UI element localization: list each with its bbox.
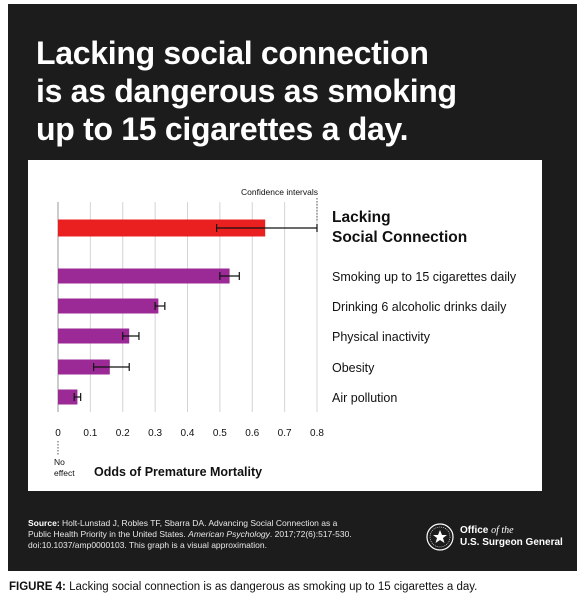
x-tick-label: 0.3 [148,428,162,439]
source-text-3: doi:10.1037/amp0000103. This graph is a … [28,540,267,550]
category-label: Air pollution [332,391,397,405]
category-label: Social Connection [332,229,467,246]
office-name: Office of the U.S. Surgeon General [460,525,563,549]
office-of-the: of the [491,525,514,536]
no-effect-label: No [54,457,65,467]
bar [58,359,110,375]
source-text-2a: Public Health Priority in the United Sta… [28,529,189,539]
category-label: Physical inactivity [332,330,431,344]
x-tick-label: 0.6 [245,428,259,439]
no-effect-label: effect [54,468,75,478]
source-label: Source: [28,518,60,528]
x-tick-label: 0.4 [181,428,195,439]
headline-line-2: is as dangerous as smoking [36,73,457,109]
office-word: Office [460,525,492,536]
figure-caption: FIGURE 4: Lacking social connection is a… [9,581,477,593]
caption-label: FIGURE 4: [9,581,66,593]
surgeon-general-seal-icon [426,523,454,551]
caption-text: Lacking social connection is as dangerou… [65,581,478,593]
source-text-2b: . 2017;72(6):517-530. [269,529,352,539]
x-axis-label: Odds of Premature Mortality [94,465,262,479]
category-label: Lacking [332,209,391,226]
bar [58,268,230,284]
x-tick-label: 0.1 [83,428,97,439]
bar [58,389,78,405]
source-text-1: Holt-Lunstad J, Robles TF, Sbarra DA. Ad… [62,518,338,528]
x-tick-label: 0.2 [116,428,130,439]
x-tick-label: 0.8 [310,428,324,439]
office-line-2: U.S. Surgeon General [460,537,563,548]
category-label: Smoking up to 15 cigarettes daily [332,270,517,284]
source-journal: American Psychology [188,529,270,539]
chart-panel: 0 0.1 0.2 0.3 0.4 0.5 0.6 0.7 0.8 No effect Odds of… [28,160,542,491]
category-label: Obesity [332,361,375,375]
x-tick-label: 0 [55,428,61,439]
source-note: Source: Holt-Lunstad J, Robles TF, Sbarr… [28,518,408,551]
bar [58,219,266,237]
x-tick-label: 0.5 [213,428,227,439]
headline-line-3: up to 15 cigarettes a day. [36,111,409,147]
category-label: Drinking 6 alcoholic drinks daily [332,300,507,314]
bar [58,328,130,344]
ci-annotation-label: Confidence intervals [241,187,318,197]
headline: Lacking social connection is as dangerou… [36,34,556,148]
bar [58,298,159,314]
x-tick-label: 0.7 [278,428,292,439]
headline-line-1: Lacking social connection [36,35,429,71]
